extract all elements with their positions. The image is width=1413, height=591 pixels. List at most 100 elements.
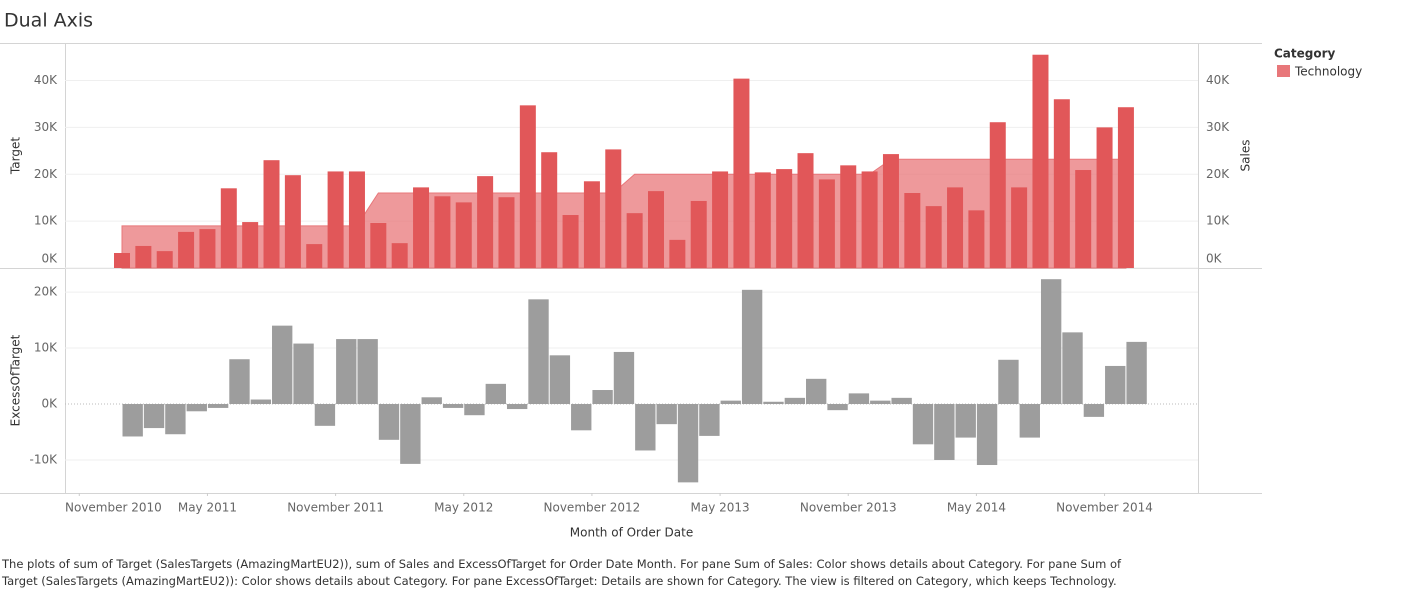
bar [400, 404, 421, 464]
bar [797, 153, 814, 268]
y-axis-title: ExcessOfTarget [9, 334, 23, 426]
bar [186, 404, 207, 412]
bar [989, 122, 1006, 268]
bar [741, 289, 763, 405]
bar [818, 179, 835, 268]
bar [583, 181, 600, 268]
x-tick-label: November 2012 [544, 501, 641, 515]
bar [827, 404, 848, 411]
y-axis-title: Target [9, 137, 23, 175]
bar [754, 172, 771, 268]
bar [506, 404, 528, 410]
bar [840, 165, 857, 268]
bar [143, 404, 165, 429]
bar [314, 404, 336, 426]
bar [626, 213, 643, 268]
y-tick-label: 30K [34, 120, 58, 134]
bar [968, 210, 985, 268]
bar [677, 404, 699, 483]
bar [571, 404, 592, 431]
bar [934, 404, 955, 460]
y2-tick-label: 30K [1206, 120, 1230, 134]
y2-tick-label: 10K [1206, 214, 1230, 228]
bar [464, 404, 485, 416]
bar [955, 404, 976, 438]
bar [207, 404, 229, 408]
bar [122, 404, 143, 437]
bar [861, 171, 878, 268]
y-tick-label: -10K [30, 452, 59, 466]
bar [1053, 99, 1070, 268]
bar [391, 243, 408, 268]
bar [1032, 54, 1049, 268]
x-tick-label: November 2013 [800, 501, 897, 515]
bar [114, 253, 130, 268]
bar [592, 390, 613, 405]
bar [327, 171, 344, 268]
bar [656, 404, 677, 425]
bar [485, 383, 506, 405]
bar [1096, 127, 1113, 268]
bar [1083, 404, 1105, 417]
bar [370, 223, 387, 268]
y2-tick-label: 40K [1206, 73, 1230, 87]
bar [477, 176, 494, 268]
bar [455, 202, 472, 268]
bar [848, 393, 870, 405]
bar [763, 401, 784, 405]
bar [434, 196, 451, 268]
bar [250, 399, 272, 405]
bar [733, 78, 750, 268]
y2-tick-label: 20K [1206, 167, 1230, 181]
bar [336, 339, 357, 405]
caption: The plots of sum of Target (SalesTargets… [2, 557, 1122, 588]
bar [904, 193, 921, 268]
bar [357, 339, 378, 405]
y-tick-label: 10K [34, 214, 58, 228]
bar [562, 215, 579, 268]
bar [541, 152, 558, 268]
y2-tick-label: 0K [1206, 252, 1223, 266]
bar [293, 343, 314, 405]
bar [912, 404, 934, 445]
bar [263, 160, 280, 268]
bar [242, 222, 259, 268]
x-tick-label: November 2011 [287, 501, 384, 515]
y2-axis-title: Sales [1239, 140, 1253, 172]
bar [776, 169, 793, 268]
legend-label: Technology [1294, 65, 1362, 79]
bar [635, 404, 656, 451]
bar [1062, 332, 1083, 405]
bar [947, 187, 964, 268]
bar [605, 149, 622, 268]
y-tick-label: 10K [34, 341, 58, 355]
y-tick-label: 0K [41, 397, 58, 411]
bar [229, 359, 250, 405]
bar [690, 200, 707, 268]
bar [156, 251, 173, 268]
bar [870, 400, 891, 405]
legend-swatch [1277, 65, 1290, 77]
bar [976, 404, 998, 466]
bar [720, 400, 741, 405]
bar [1105, 365, 1126, 405]
bar [413, 187, 430, 268]
bar [272, 325, 293, 405]
bar [669, 239, 686, 268]
bar [165, 404, 186, 435]
bar [199, 229, 216, 268]
x-tick-label: November 2014 [1056, 501, 1153, 515]
legend-title: Category [1274, 47, 1336, 61]
bar [699, 404, 720, 436]
bar [519, 105, 536, 268]
bar [925, 206, 942, 268]
bar [348, 171, 365, 268]
bar [1117, 107, 1134, 268]
bar [891, 397, 912, 405]
bar [178, 231, 195, 268]
x-axis-title: Month of Order Date [570, 526, 693, 540]
bar [528, 299, 549, 405]
x-tick-label: May 2014 [947, 501, 1006, 515]
